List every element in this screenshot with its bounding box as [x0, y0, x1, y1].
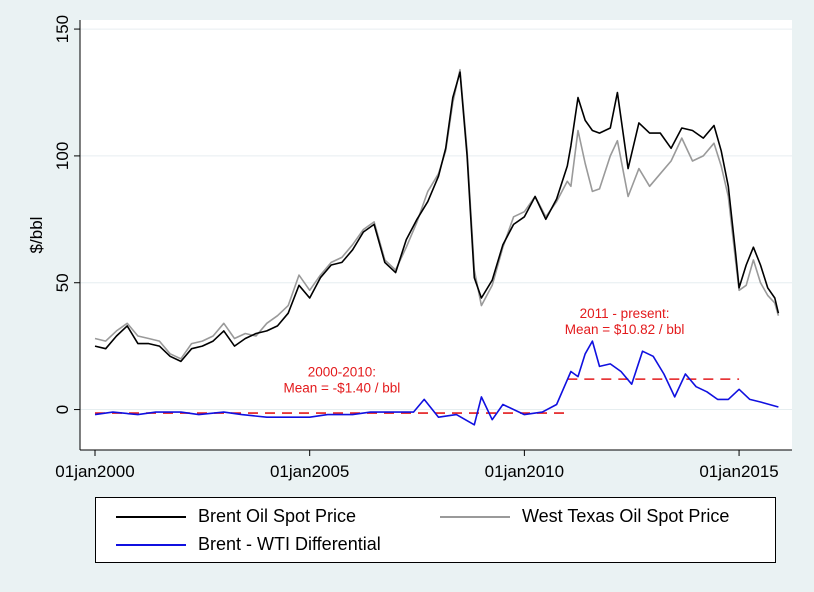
x-tick-label: 01jan2010: [485, 462, 564, 481]
legend-item-differential: Brent - WTI Differential: [116, 534, 381, 555]
legend-swatch-wti: [440, 515, 510, 518]
brent-price-line: [94, 71, 780, 363]
y-tick-label: 150: [53, 15, 72, 43]
annotation-1-line-2: Mean = -$1.40 / bbl: [284, 381, 401, 396]
legend-swatch-brent: [116, 515, 186, 518]
y-tick-label: 50: [53, 273, 72, 292]
legend: Brent Oil Spot Price West Texas Oil Spot…: [95, 497, 776, 563]
legend-label-wti: West Texas Oil Spot Price: [522, 506, 730, 526]
x-tick-label: 01jan2000: [55, 462, 134, 481]
annotation-2-line-2: Mean = $10.82 / bbl: [565, 322, 685, 337]
legend-item-wti: West Texas Oil Spot Price: [440, 506, 729, 527]
x-tick-label: 01jan2005: [270, 462, 349, 481]
legend-swatch-differential: [116, 543, 186, 546]
annotation-2-line-1: 2011 - present:: [580, 306, 670, 321]
legend-label-differential: Brent - WTI Differential: [198, 534, 381, 554]
plot-area: [80, 20, 792, 450]
y-tick-label: 100: [53, 142, 72, 170]
x-tick-label: 01jan2015: [699, 462, 778, 481]
differential-line: [94, 340, 779, 426]
y-axis-label: $/bbl: [27, 217, 46, 254]
legend-label-brent: Brent Oil Spot Price: [198, 506, 357, 526]
annotation-1-line-1: 2000-2010:: [308, 365, 376, 380]
y-tick-label: 0: [53, 405, 72, 414]
legend-item-brent: Brent Oil Spot Price: [116, 506, 356, 527]
